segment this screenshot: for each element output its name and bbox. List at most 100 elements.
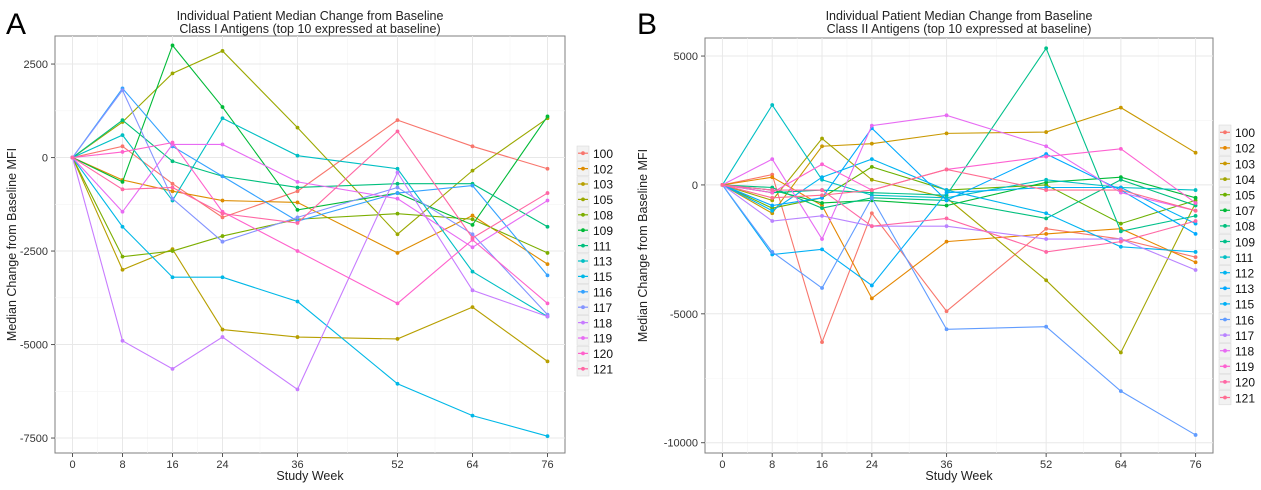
- series-line-103: [722, 106, 1196, 214]
- data-point-102: [770, 175, 775, 180]
- data-point-105: [470, 168, 475, 173]
- legend-label: 100: [1235, 126, 1255, 140]
- data-point-119: [1193, 201, 1198, 205]
- legend-label: 116: [1235, 313, 1254, 327]
- data-point-100: [295, 189, 300, 194]
- y-tick-label: 0: [42, 153, 48, 165]
- chart-title-line: Class II Antigens (top 10 expressed at b…: [827, 22, 1092, 36]
- data-point-100: [470, 144, 475, 149]
- chart-title-line: Individual Patient Median Change from Ba…: [177, 9, 444, 23]
- series-line-103: [71, 157, 548, 362]
- legend-key-point: [1223, 192, 1227, 197]
- legend-label: 119: [1235, 360, 1254, 374]
- data-point-109: [1193, 213, 1198, 218]
- data-point-102: [944, 239, 949, 244]
- data-point-118: [820, 237, 824, 241]
- data-point-120: [170, 140, 175, 145]
- data-point-121: [70, 155, 75, 160]
- legend-key-point: [581, 166, 585, 171]
- data-point-105: [1118, 221, 1123, 226]
- legend-key-point: [1223, 286, 1227, 291]
- data-point-102: [295, 200, 300, 205]
- data-point-116: [220, 174, 225, 179]
- data-point-116: [1118, 389, 1123, 394]
- data-point-116: [545, 273, 550, 278]
- legend-label: 121: [593, 363, 613, 377]
- legend-label: 103: [1235, 157, 1255, 171]
- data-point-115: [220, 275, 225, 280]
- legend-key-point: [581, 351, 585, 356]
- series-line-113: [72, 117, 548, 317]
- legend-key-point: [581, 336, 585, 340]
- legend-label: 115: [1235, 298, 1254, 312]
- legend-key-point: [1223, 333, 1227, 337]
- data-point-109: [1044, 46, 1049, 51]
- data-point-116: [944, 327, 949, 332]
- data-point-118: [1044, 144, 1049, 149]
- plot-area: [704, 37, 1214, 454]
- data-point-102: [869, 296, 874, 301]
- legend-label: 118: [593, 316, 612, 330]
- data-point-108: [545, 251, 550, 255]
- data-point-116: [470, 183, 475, 188]
- data-point-109: [545, 114, 550, 119]
- data-point-119: [545, 198, 550, 203]
- legend-key-point: [1223, 130, 1227, 135]
- data-point-111: [770, 103, 775, 107]
- data-point-103: [1044, 130, 1049, 134]
- data-point-117: [295, 215, 300, 220]
- data-point-102: [170, 189, 175, 194]
- data-point-109: [1118, 229, 1123, 234]
- chart-panel-b: B Individual Patient Median Change from B…: [631, 0, 1261, 485]
- legend-key-point: [1223, 146, 1227, 150]
- data-point-120: [395, 301, 400, 306]
- legend-label: 119: [593, 332, 612, 346]
- data-point-108: [1044, 216, 1049, 221]
- data-point-116: [820, 286, 824, 290]
- legend-key-point: [1223, 302, 1227, 306]
- series-line-121: [72, 130, 548, 239]
- data-point-116: [869, 195, 874, 200]
- data-point-119: [1044, 154, 1049, 159]
- x-tick-label: 36: [291, 459, 303, 471]
- data-point-103: [944, 131, 949, 136]
- chart-a-svg: A Individual Patient Median Change from B…: [5, 8, 617, 483]
- data-point-100: [395, 118, 400, 123]
- data-point-120: [1118, 239, 1123, 244]
- data-point-121: [1044, 188, 1049, 192]
- data-point-115: [170, 275, 175, 280]
- legend-label: 102: [1235, 142, 1255, 156]
- chart-title-line: Individual Patient Median Change from Ba…: [826, 9, 1093, 23]
- legend-label: 117: [1235, 329, 1254, 343]
- data-point-111: [120, 118, 125, 123]
- series-line-120: [72, 141, 548, 305]
- legend-label: 115: [593, 270, 612, 284]
- data-point-113: [470, 269, 475, 274]
- data-point-115: [545, 434, 550, 439]
- data-point-117: [944, 224, 949, 229]
- data-point-115: [120, 224, 125, 229]
- legend-label: 111: [1235, 251, 1254, 265]
- x-tick-label: 76: [541, 459, 553, 471]
- data-point-117: [120, 88, 125, 93]
- legend-key-point: [1223, 395, 1227, 400]
- data-point-109: [170, 43, 175, 48]
- data-point-118: [944, 113, 949, 118]
- data-point-112: [1044, 211, 1049, 216]
- data-point-117: [220, 239, 225, 244]
- data-point-104: [820, 136, 824, 141]
- data-point-103: [545, 359, 550, 364]
- data-point-115: [395, 381, 400, 386]
- data-point-115: [820, 247, 824, 252]
- data-point-116: [1193, 433, 1198, 437]
- legend-key-point: [1223, 270, 1227, 275]
- legend-key-point: [1223, 380, 1227, 384]
- series-line-117: [722, 184, 1196, 271]
- data-point-109: [120, 179, 125, 184]
- data-point-113: [770, 203, 775, 208]
- x-tick-label: 0: [69, 459, 75, 471]
- data-point-100: [120, 144, 125, 149]
- legend-key-point: [1223, 208, 1227, 213]
- data-point-113: [944, 198, 949, 203]
- y-tick-label: -10000: [664, 438, 698, 450]
